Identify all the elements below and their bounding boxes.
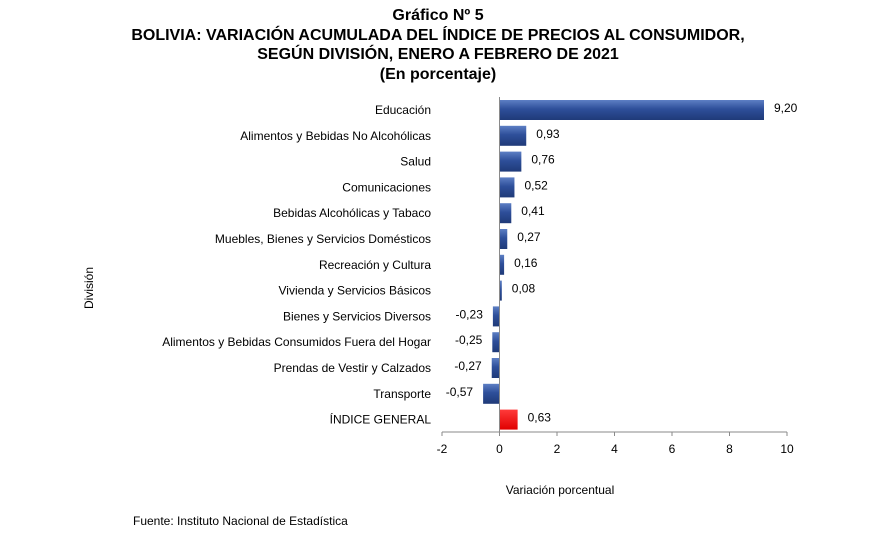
bar-educacion — [499, 100, 764, 120]
x-axis-title: Variación porcentual — [506, 483, 615, 497]
category-label-recreacion-y-cultura: Recreación y Cultura — [319, 258, 431, 272]
value-label-recreacion-y-cultura: 0,16 — [514, 256, 538, 270]
bar-vivienda-y-servicios-basicos — [499, 280, 502, 301]
value-label-prendas-de-vestir-y-calzados: -0,27 — [454, 359, 482, 373]
category-label-alimentos-y-bebidas-consumidos-fuera-del-hogar: Alimentos y Bebidas Consumidos Fuera del… — [162, 335, 431, 349]
category-label-vivienda-y-servicios-basicos: Vivienda y Servicios Básicos — [278, 284, 431, 298]
value-label-indice-general: 0,63 — [528, 411, 552, 425]
value-label-educacion: 9,20 — [774, 101, 798, 115]
category-label-educacion: Educación — [375, 103, 431, 117]
chart-subtitle: (En porcentaje) — [379, 65, 497, 83]
category-label-muebles-bienes-y-servicios-domesticos: Muebles, Bienes y Servicios Domésticos — [215, 232, 431, 246]
chart-title-line-2: SEGÚN DIVISIÓN, ENERO A FEBRERO DE 2021 — [257, 46, 619, 63]
bar-bienes-y-servicios-diversos — [492, 306, 500, 327]
category-label-alimentos-y-bebidas-no-alcoholicas: Alimentos y Bebidas No Alcohólicas — [240, 129, 431, 143]
value-label-transporte: -0,57 — [446, 385, 474, 399]
category-label-salud: Salud — [400, 155, 431, 169]
category-label-bebidas-alcoholicas-y-tabaco: Bebidas Alcohólicas y Tabaco — [273, 206, 431, 220]
x-tick-label: 6 — [669, 442, 676, 456]
value-label-alimentos-y-bebidas-consumidos-fuera-del-hogar: -0,25 — [455, 333, 483, 347]
labels-layer: Educación 9,20 Alimentos y Bebidas No Alco… — [162, 101, 797, 427]
x-tick-label: -2 — [437, 442, 448, 456]
bar-alimentos-y-bebidas-no-alcoholicas — [499, 125, 527, 146]
bar-indice-general — [499, 409, 518, 430]
category-label-prendas-de-vestir-y-calzados: Prendas de Vestir y Calzados — [274, 361, 431, 375]
chart-title-line-1: BOLIVIA: VARIACIÓN ACUMULADA DEL ÍNDICE … — [131, 26, 745, 44]
bar-muebles-bienes-y-servicios-domesticos — [499, 229, 508, 249]
category-label-comunicaciones: Comunicaciones — [342, 180, 431, 194]
value-label-alimentos-y-bebidas-no-alcoholicas: 0,93 — [536, 127, 560, 141]
source-note: Fuente: Instituto Nacional de Estadístic… — [133, 514, 348, 528]
value-label-vivienda-y-servicios-basicos: 0,08 — [512, 282, 536, 296]
value-label-bienes-y-servicios-diversos: -0,23 — [456, 307, 484, 321]
x-tick-label: 4 — [611, 442, 618, 456]
category-label-indice-general: ÍNDICE GENERAL — [330, 412, 432, 427]
bar-comunicaciones — [499, 177, 515, 198]
x-tick-label: 0 — [496, 442, 503, 456]
bar-alimentos-y-bebidas-consumidos-fuera-del-hogar — [492, 332, 500, 353]
y-axis-title: División — [82, 267, 96, 309]
chart-title-block: Gráfico Nº 5 BOLIVIA: VARIACIÓN ACUMULAD… — [0, 6, 876, 84]
value-label-muebles-bienes-y-servicios-domesticos: 0,27 — [517, 230, 541, 244]
category-label-transporte: Transporte — [373, 387, 431, 401]
bar-bebidas-alcoholicas-y-tabaco — [499, 203, 512, 224]
bar-transporte — [483, 383, 500, 404]
x-tick-label: 8 — [726, 442, 733, 456]
bar-salud — [499, 151, 522, 172]
bar-prendas-de-vestir-y-calzados — [491, 358, 500, 378]
category-label-bienes-y-servicios-diversos: Bienes y Servicios Diversos — [283, 309, 431, 323]
bar-recreacion-y-cultura — [499, 254, 505, 275]
chart-figure-number: Gráfico Nº 5 — [392, 7, 484, 24]
value-label-comunicaciones: 0,52 — [524, 178, 548, 192]
x-tick-label: 2 — [554, 442, 561, 456]
value-label-salud: 0,76 — [531, 153, 555, 167]
x-axis: -2 0 2 4 6 8 10 — [437, 97, 794, 456]
value-label-bebidas-alcoholicas-y-tabaco: 0,41 — [521, 204, 545, 218]
x-tick-label: 10 — [780, 442, 794, 456]
bars-layer — [483, 100, 764, 430]
